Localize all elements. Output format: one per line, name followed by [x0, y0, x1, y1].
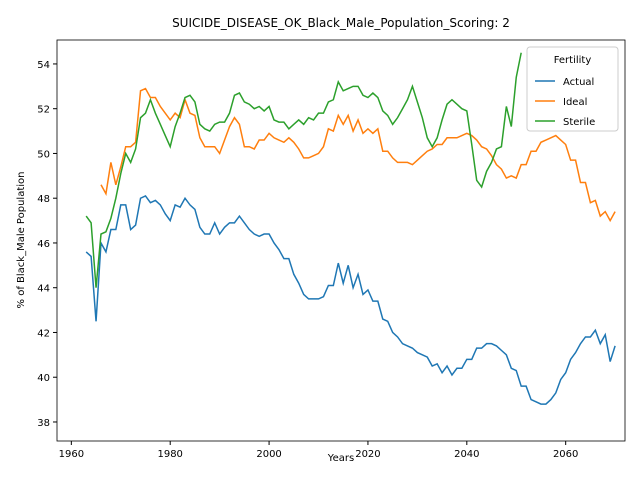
x-tick-label: 2000 — [256, 449, 281, 460]
y-tick-label: 38 — [37, 418, 50, 429]
legend-title: Fertility — [554, 55, 592, 66]
x-tick-label: 2060 — [553, 449, 578, 460]
x-tick-label: 1980 — [157, 449, 182, 460]
legend-box — [526, 46, 619, 132]
x-axis-label: Years — [327, 453, 354, 464]
series-line — [85, 195, 616, 405]
y-tick-label: 54 — [37, 60, 50, 71]
y-axis-label: % of Black_Male Population — [16, 172, 27, 309]
y-tick-label: 42 — [37, 328, 50, 339]
x-tick-label: 1960 — [59, 449, 84, 460]
y-tick-label: 44 — [37, 284, 50, 295]
legend-label: Actual — [563, 77, 594, 88]
y-tick-label: 50 — [37, 149, 50, 160]
chart-title: SUICIDE_DISEASE_OK_Black_Male_Population… — [172, 16, 510, 30]
y-tick-label: 52 — [37, 105, 50, 116]
y-tick-label: 48 — [37, 194, 50, 205]
series-line — [85, 52, 522, 288]
y-tick-label: 40 — [37, 373, 50, 384]
series-line — [100, 87, 616, 223]
y-tick-label: 46 — [37, 239, 50, 250]
plot-frame — [56, 39, 626, 442]
legend-label: Sterile — [563, 117, 595, 128]
legend-label: Ideal — [563, 97, 587, 108]
x-tick-label: 2040 — [454, 449, 479, 460]
x-tick-label: 2020 — [355, 449, 380, 460]
